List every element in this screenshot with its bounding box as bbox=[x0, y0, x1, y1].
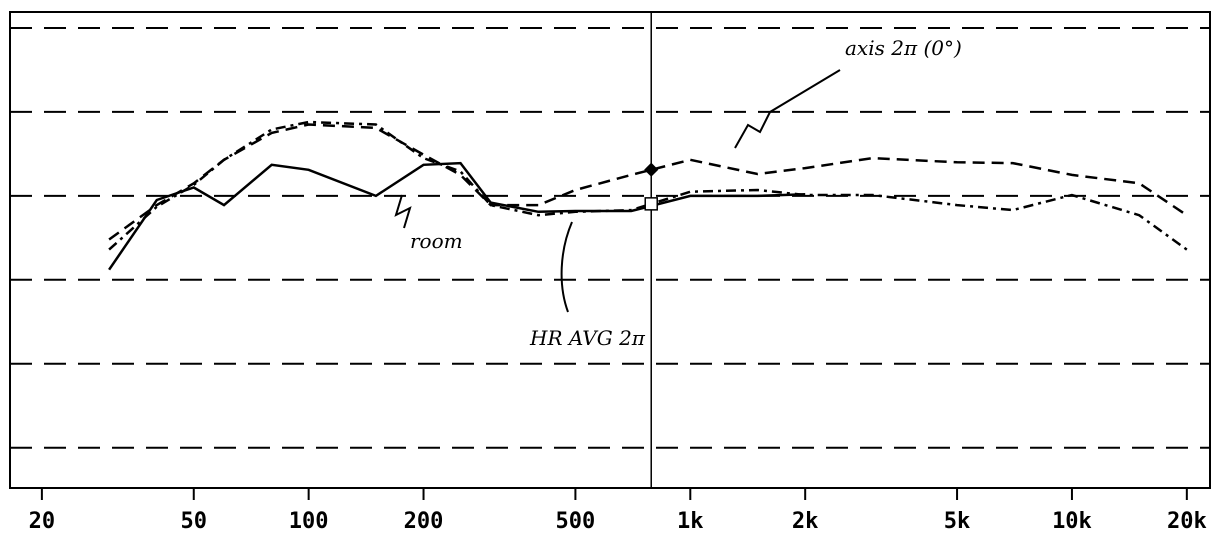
series-line bbox=[108, 120, 1188, 251]
plot-frame bbox=[9, 11, 1211, 489]
x-tick-label: 50 bbox=[181, 509, 208, 534]
series-line bbox=[108, 161, 806, 271]
x-tick-label: 20 bbox=[29, 509, 56, 534]
x-tick-label: 20k bbox=[1167, 509, 1207, 534]
x-tick-label: 1k bbox=[677, 509, 704, 534]
annotation-arrow bbox=[734, 69, 841, 149]
series-annotation: room bbox=[410, 229, 463, 253]
x-tick-label: 10k bbox=[1052, 509, 1092, 534]
annotation-arrow bbox=[394, 194, 412, 229]
series-annotation: HR AVG 2π bbox=[529, 326, 646, 350]
cursor-marker bbox=[644, 197, 658, 211]
x-tick-label: 2k bbox=[792, 509, 819, 534]
x-tick-label: 500 bbox=[556, 509, 596, 534]
series-annotation: axis 2π (0°) bbox=[845, 36, 962, 60]
x-tick-label: 5k bbox=[944, 509, 971, 534]
annotation-arrow bbox=[560, 221, 573, 313]
series-line bbox=[108, 123, 1188, 241]
x-tick-label: 100 bbox=[289, 509, 329, 534]
cursor-marker bbox=[644, 162, 659, 177]
x-tick-label: 200 bbox=[404, 509, 444, 534]
